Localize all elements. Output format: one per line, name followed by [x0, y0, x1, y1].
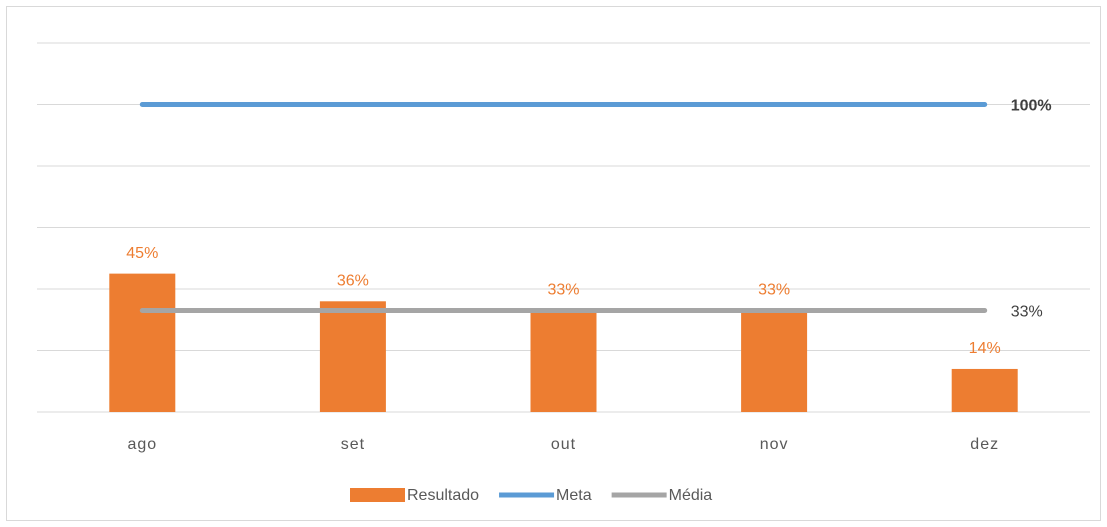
- legend-label: Média: [669, 487, 713, 504]
- x-tick-label: dez: [970, 436, 999, 453]
- x-tick-label: set: [341, 436, 365, 453]
- data-label: 100%: [1011, 98, 1052, 115]
- bar: [319, 301, 386, 412]
- data-label: 33%: [1011, 304, 1043, 321]
- bar: [109, 273, 176, 412]
- x-tick-label: ago: [127, 436, 157, 453]
- data-label: 36%: [337, 273, 369, 290]
- bar: [951, 368, 1018, 412]
- x-tick-label: out: [551, 436, 576, 453]
- bar: [530, 310, 597, 412]
- bar: [741, 310, 808, 412]
- data-label: 33%: [547, 282, 579, 299]
- data-label: 14%: [969, 340, 1001, 357]
- data-label: 33%: [758, 282, 790, 299]
- legend-swatch: [350, 488, 405, 502]
- chart-frame: [6, 6, 1101, 521]
- legend-label: Resultado: [407, 487, 479, 504]
- data-label: 45%: [126, 245, 158, 262]
- x-tick-label: nov: [760, 436, 789, 453]
- legend-label: Meta: [556, 487, 592, 504]
